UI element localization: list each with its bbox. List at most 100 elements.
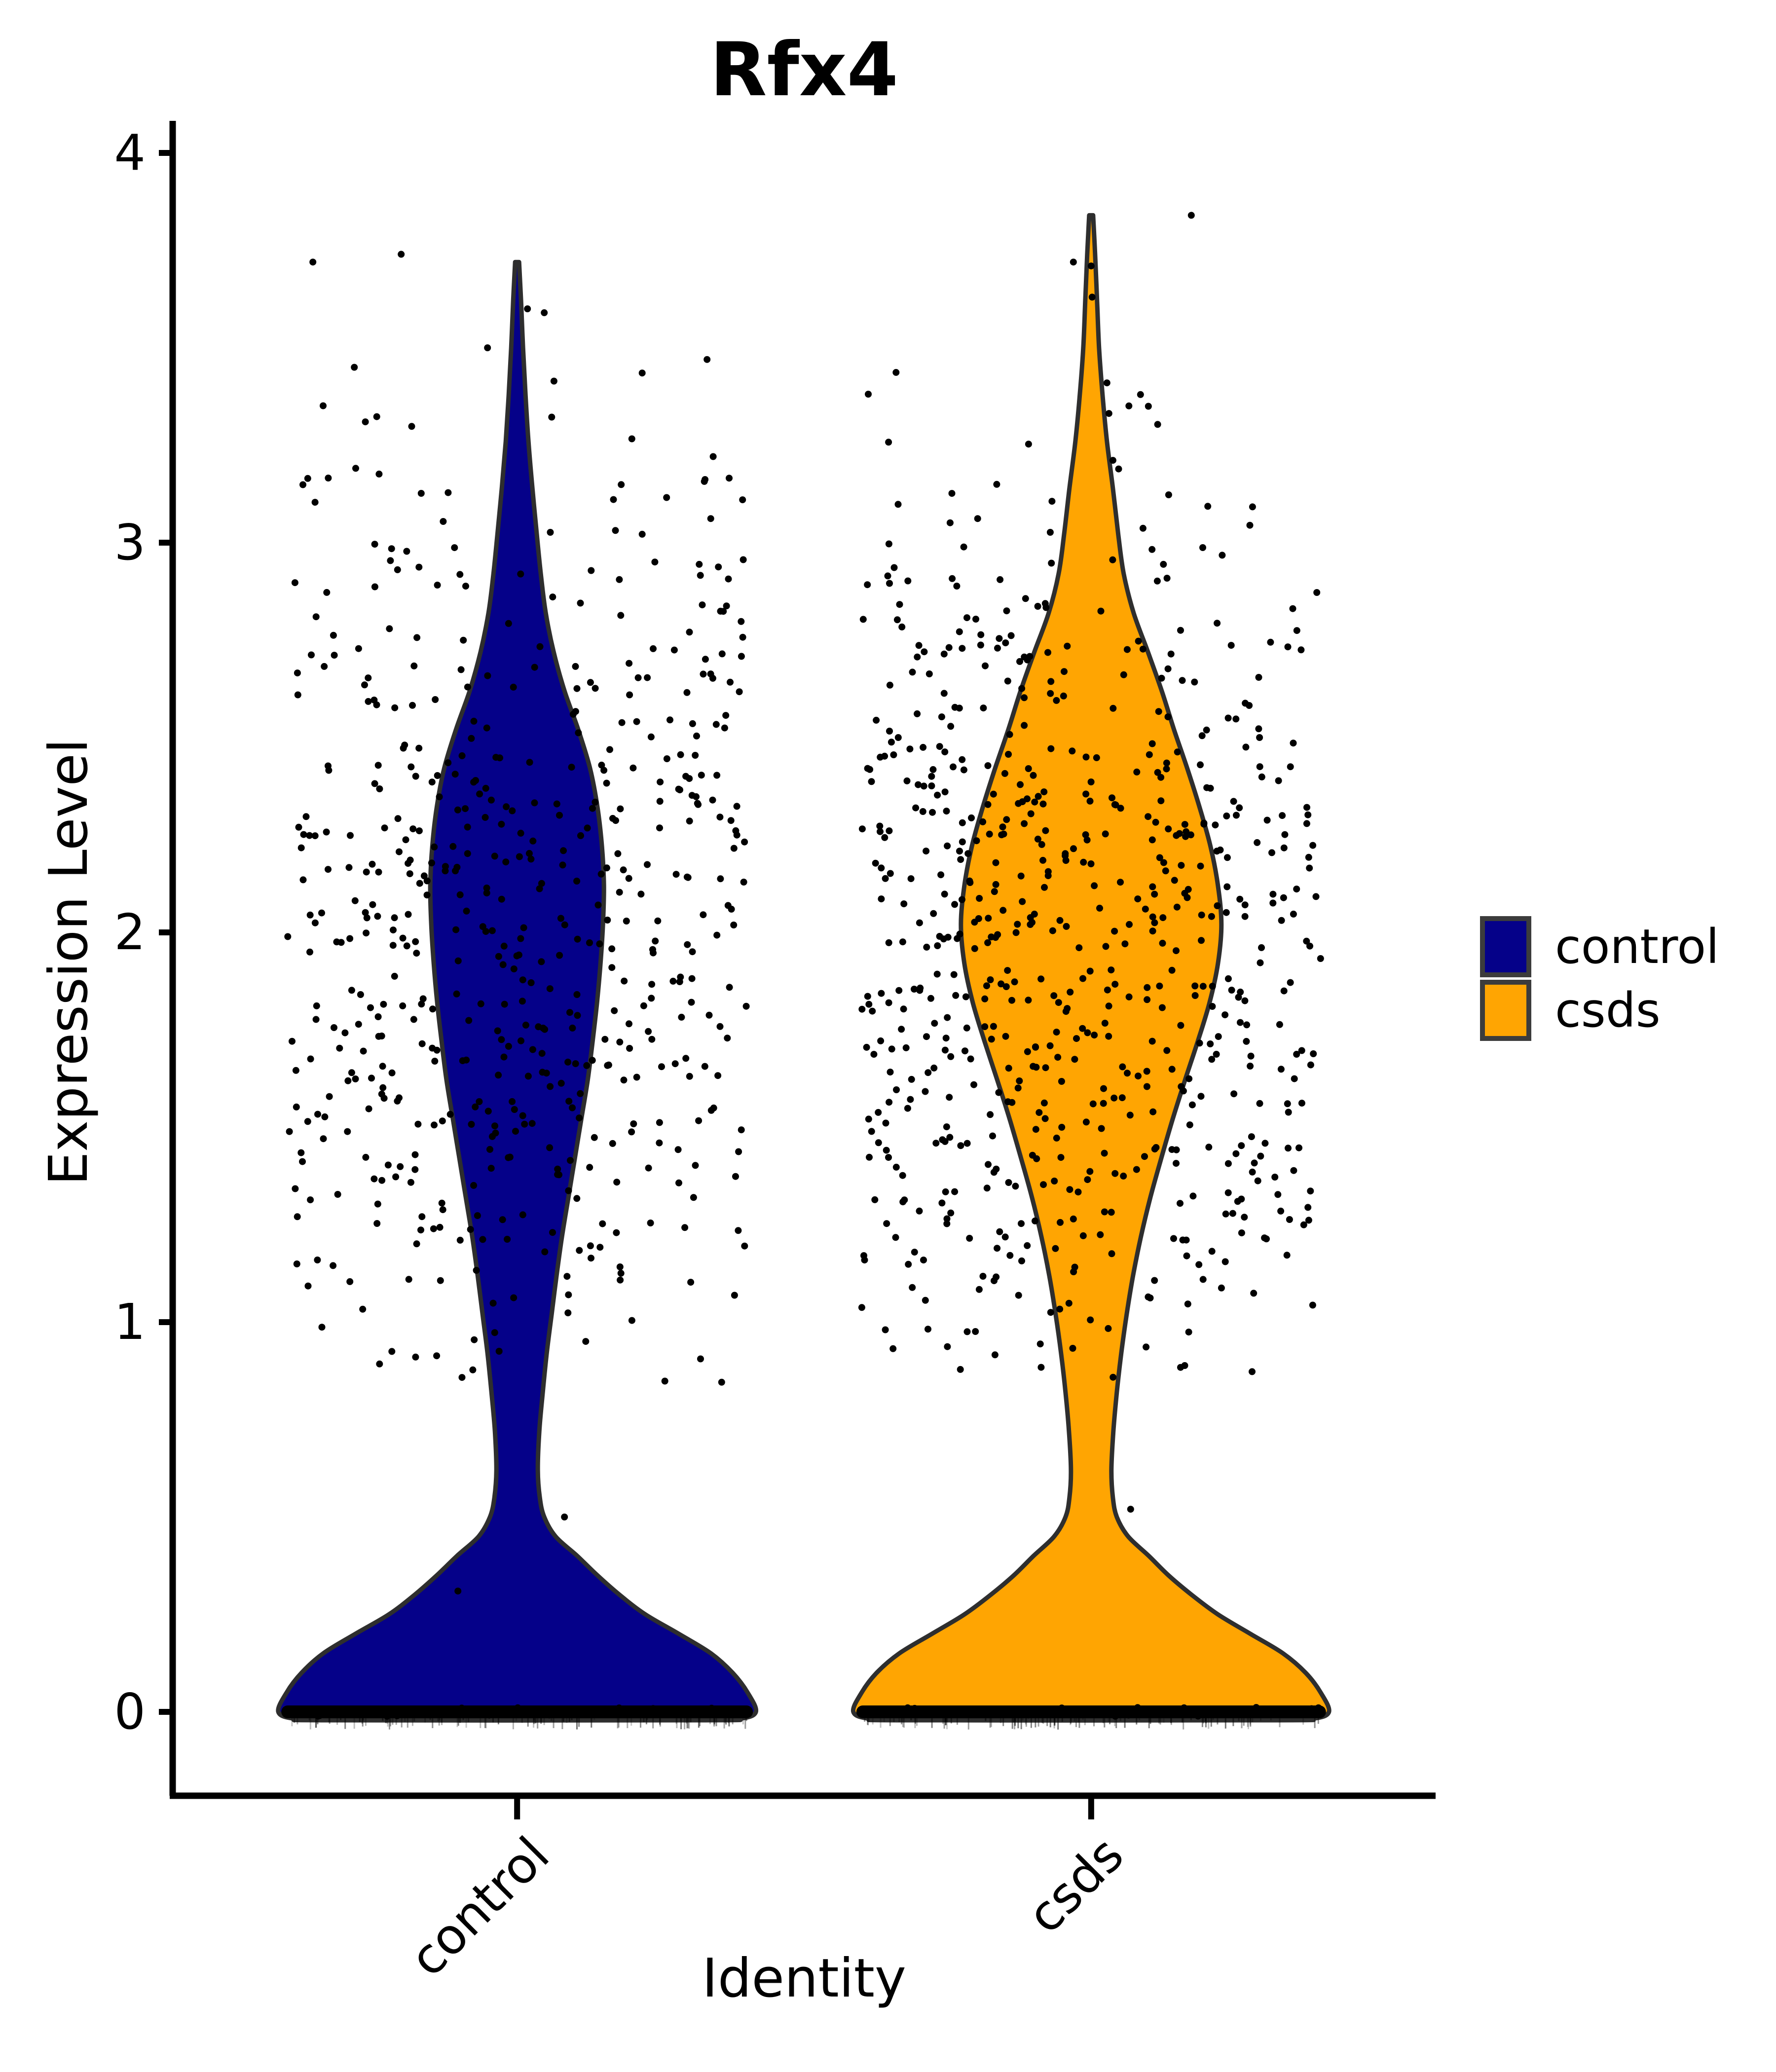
data-point bbox=[1287, 763, 1294, 771]
data-point bbox=[1205, 1144, 1213, 1151]
data-point bbox=[484, 672, 491, 679]
data-point bbox=[454, 806, 461, 814]
y-tick-label: 1 bbox=[114, 1293, 146, 1351]
data-point bbox=[1086, 797, 1094, 805]
data-point bbox=[1174, 748, 1181, 756]
data-point bbox=[1279, 812, 1286, 819]
data-point bbox=[458, 752, 466, 759]
data-point bbox=[647, 1220, 654, 1226]
data-point bbox=[1254, 1177, 1261, 1184]
data-point bbox=[1070, 259, 1077, 266]
data-point bbox=[489, 1299, 497, 1307]
data-point bbox=[312, 613, 320, 621]
data-point bbox=[966, 879, 974, 886]
data-point bbox=[1039, 856, 1046, 864]
data-point bbox=[1256, 763, 1263, 771]
data-point bbox=[406, 870, 413, 878]
data-point bbox=[1048, 498, 1056, 505]
data-point bbox=[1177, 627, 1184, 634]
data-point bbox=[572, 708, 579, 715]
data-point bbox=[1309, 1301, 1316, 1309]
data-point bbox=[512, 1128, 519, 1135]
data-point bbox=[871, 1196, 879, 1203]
data-point bbox=[439, 1117, 446, 1125]
data-point bbox=[733, 803, 740, 810]
data-point bbox=[531, 799, 538, 807]
data-point bbox=[887, 870, 894, 877]
data-point bbox=[565, 1187, 572, 1194]
data-point bbox=[1041, 600, 1049, 607]
data-point bbox=[566, 1009, 573, 1016]
data-point bbox=[379, 1084, 387, 1091]
data-point bbox=[1070, 1268, 1077, 1275]
data-point bbox=[866, 1153, 873, 1161]
data-point bbox=[1134, 895, 1142, 903]
data-point bbox=[1014, 921, 1021, 928]
data-point bbox=[304, 475, 311, 482]
data-point bbox=[463, 1056, 470, 1064]
data-point bbox=[983, 1184, 991, 1192]
data-point bbox=[1277, 1066, 1285, 1073]
data-point bbox=[996, 635, 1003, 642]
data-point bbox=[505, 1154, 512, 1161]
data-point bbox=[1143, 1343, 1150, 1351]
data-point bbox=[1040, 1099, 1048, 1107]
data-point bbox=[628, 1128, 635, 1136]
data-point bbox=[292, 1185, 299, 1192]
data-point bbox=[380, 1000, 387, 1008]
data-point bbox=[1074, 1188, 1082, 1196]
data-point bbox=[518, 1037, 524, 1044]
data-point bbox=[370, 1175, 378, 1183]
data-point bbox=[959, 645, 966, 652]
data-point bbox=[1310, 1050, 1317, 1057]
data-point bbox=[1002, 983, 1010, 990]
data-point bbox=[397, 1163, 404, 1170]
data-point bbox=[1184, 886, 1192, 893]
data-point bbox=[1021, 694, 1028, 702]
data-point bbox=[549, 1229, 556, 1236]
data-point bbox=[892, 369, 900, 376]
data-point bbox=[877, 1037, 885, 1044]
data-point bbox=[494, 1027, 501, 1035]
data-point bbox=[876, 822, 884, 830]
data-point bbox=[1057, 1219, 1064, 1226]
data-point bbox=[1024, 1048, 1031, 1055]
zero-band-control bbox=[281, 1704, 753, 1730]
data-point bbox=[416, 880, 423, 887]
data-point bbox=[613, 1229, 620, 1236]
data-point bbox=[952, 992, 960, 999]
data-point bbox=[923, 943, 930, 951]
data-point bbox=[1178, 862, 1185, 869]
data-point bbox=[413, 634, 421, 641]
data-point bbox=[650, 949, 657, 957]
data-point bbox=[964, 850, 972, 857]
data-point bbox=[1204, 503, 1212, 510]
data-point bbox=[971, 945, 978, 952]
data-point bbox=[594, 901, 602, 909]
data-point bbox=[948, 490, 956, 497]
data-point bbox=[1163, 1047, 1171, 1054]
data-point bbox=[1057, 1154, 1065, 1161]
data-point bbox=[878, 864, 885, 872]
data-point bbox=[1179, 1236, 1186, 1244]
data-point bbox=[1183, 828, 1190, 835]
data-point bbox=[1151, 1146, 1158, 1153]
data-point bbox=[429, 1005, 436, 1013]
data-point bbox=[625, 875, 632, 882]
data-point bbox=[1143, 1083, 1150, 1090]
data-point bbox=[396, 1094, 403, 1102]
data-point bbox=[1012, 1183, 1019, 1190]
data-point bbox=[1049, 927, 1056, 934]
data-point bbox=[462, 805, 469, 813]
data-point bbox=[956, 930, 963, 938]
data-point bbox=[1241, 913, 1249, 920]
data-point bbox=[1133, 1166, 1140, 1173]
data-point bbox=[713, 772, 721, 779]
data-point bbox=[1224, 714, 1232, 722]
data-point bbox=[1017, 781, 1024, 788]
data-point bbox=[471, 1336, 478, 1343]
data-point bbox=[321, 1113, 329, 1120]
data-point bbox=[573, 1195, 581, 1202]
data-point bbox=[1001, 1233, 1009, 1241]
data-point bbox=[686, 775, 693, 782]
